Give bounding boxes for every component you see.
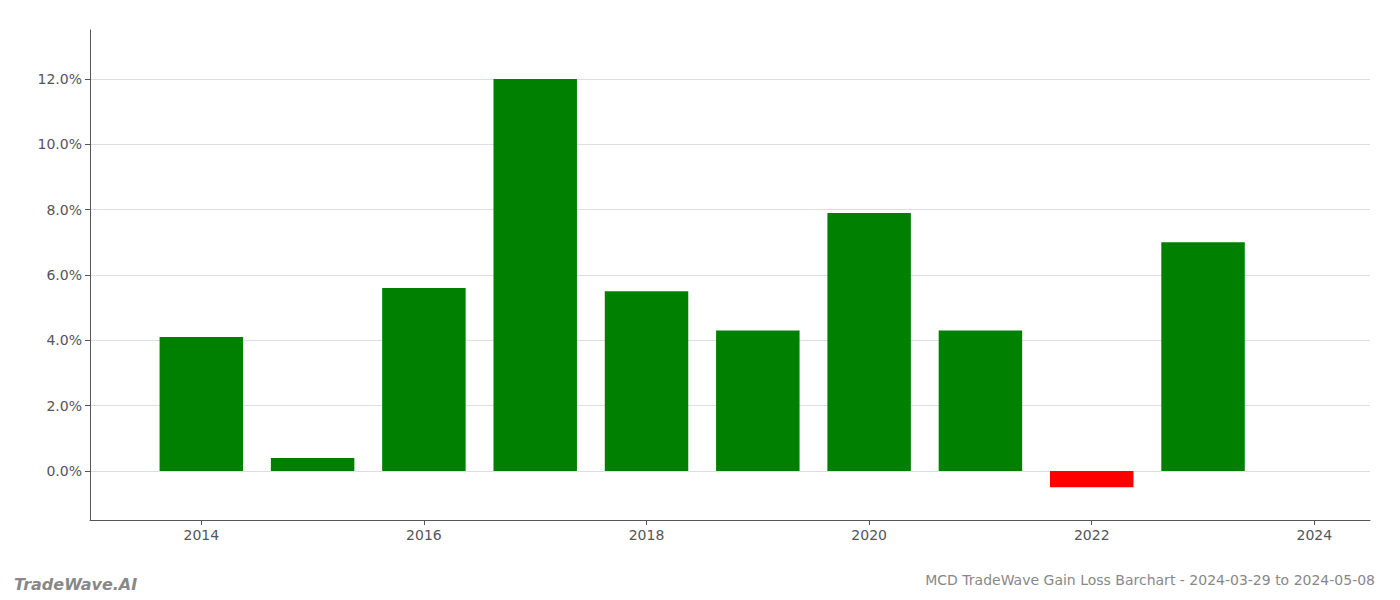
svg-text:2.0%: 2.0% (46, 398, 82, 414)
svg-text:4.0%: 4.0% (46, 332, 82, 348)
svg-text:2022: 2022 (1074, 527, 1110, 543)
svg-text:2024: 2024 (1297, 527, 1333, 543)
svg-text:0.0%: 0.0% (46, 463, 82, 479)
svg-text:10.0%: 10.0% (38, 136, 82, 152)
svg-text:MCD TradeWave Gain Loss Barcha: MCD TradeWave Gain Loss Barchart - 2024-… (925, 572, 1375, 588)
svg-text:8.0%: 8.0% (46, 202, 82, 218)
svg-text:TradeWave.AI: TradeWave.AI (14, 575, 137, 594)
svg-text:2016: 2016 (406, 527, 442, 543)
svg-text:2020: 2020 (851, 527, 887, 543)
svg-text:2018: 2018 (629, 527, 665, 543)
svg-text:2014: 2014 (183, 527, 219, 543)
svg-text:6.0%: 6.0% (46, 267, 82, 283)
svg-text:12.0%: 12.0% (38, 71, 82, 87)
